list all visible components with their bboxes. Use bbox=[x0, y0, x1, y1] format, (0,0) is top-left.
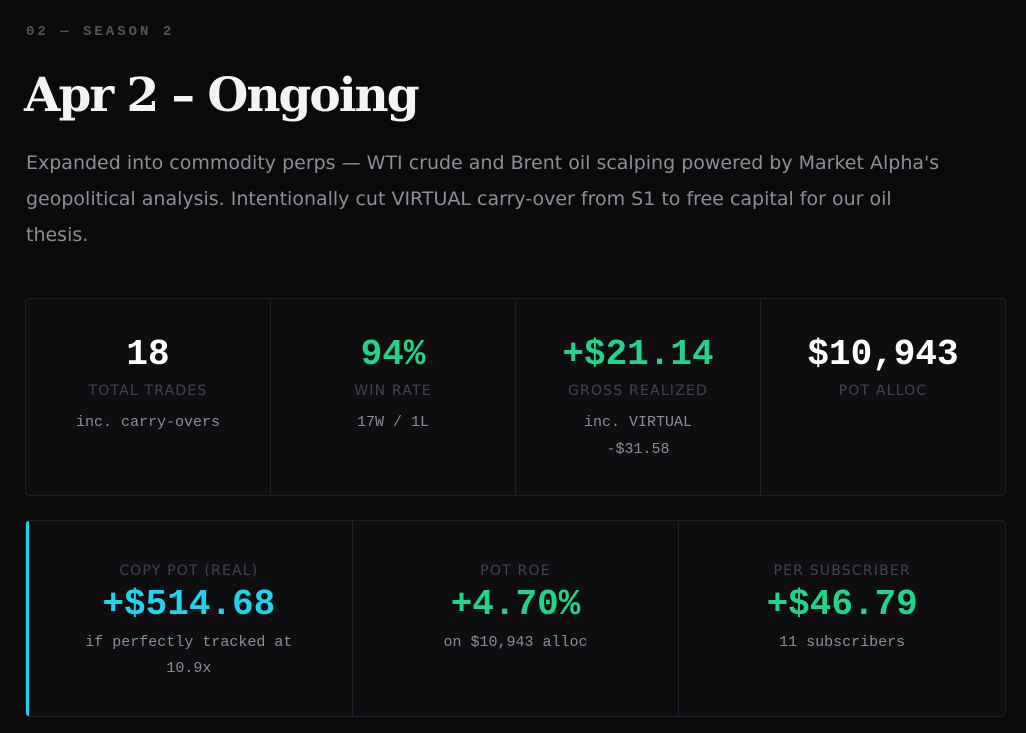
stat-gross-realized: +$21.14 GROSS REALIZED inc. VIRTUAL -$31… bbox=[516, 299, 761, 495]
stat-value: 94% bbox=[360, 334, 426, 375]
accent-bar bbox=[26, 521, 29, 716]
season-stats-panel: 18 TOTAL TRADES inc. carry-overs 94% WIN… bbox=[25, 298, 1006, 496]
stat-label: GROSS REALIZED bbox=[568, 383, 708, 399]
stat-value: 18 bbox=[126, 334, 170, 375]
stat-label: WIN RATE bbox=[354, 383, 432, 399]
season-title: Apr 2 – Ongoing bbox=[24, 68, 420, 123]
pot-label: POT ROE bbox=[480, 563, 551, 579]
season-description: Expanded into commodity perps — WTI crud… bbox=[26, 152, 940, 246]
pot-subtext: if perfectly tracked at 10.9x bbox=[85, 634, 293, 677]
stat-total-trades: 18 TOTAL TRADES inc. carry-overs bbox=[26, 299, 271, 495]
stat-pot-alloc: $10,943 POT ALLOC bbox=[761, 299, 1005, 495]
stat-win-rate: 94% WIN RATE 17W / 1L bbox=[271, 299, 516, 495]
season-eyebrow: 02 — SEASON 2 bbox=[26, 24, 175, 40]
pot-label: COPY POT (REAL) bbox=[119, 563, 259, 579]
stat-label: TOTAL TRADES bbox=[88, 383, 208, 399]
pot-roe: POT ROE +4.70% on $10,943 alloc bbox=[353, 521, 680, 716]
pot-subtext: 11 subscribers bbox=[779, 634, 906, 651]
pot-value: +$46.79 bbox=[766, 584, 918, 625]
stat-value: $10,943 bbox=[807, 334, 959, 375]
stat-label: POT ALLOC bbox=[838, 383, 928, 399]
stat-subtext: 17W / 1L bbox=[356, 414, 429, 431]
stat-subtext: inc. carry-overs bbox=[75, 414, 221, 431]
pot-subtext: on $10,943 alloc bbox=[443, 634, 588, 651]
pot-value: +4.70% bbox=[450, 584, 581, 625]
pot-copy-pot-real: COPY POT (REAL) +$514.68 if perfectly tr… bbox=[26, 521, 353, 716]
stat-subtext: inc. VIRTUAL -$31.58 bbox=[583, 414, 693, 458]
pot-per-subscriber: PER SUBSCRIBER +$46.79 11 subscribers bbox=[679, 521, 1005, 716]
pot-value: +$514.68 bbox=[102, 584, 276, 625]
copy-pot-panel: COPY POT (REAL) +$514.68 if perfectly tr… bbox=[25, 520, 1006, 717]
pot-label: PER SUBSCRIBER bbox=[773, 563, 911, 579]
stat-value: +$21.14 bbox=[562, 334, 714, 375]
